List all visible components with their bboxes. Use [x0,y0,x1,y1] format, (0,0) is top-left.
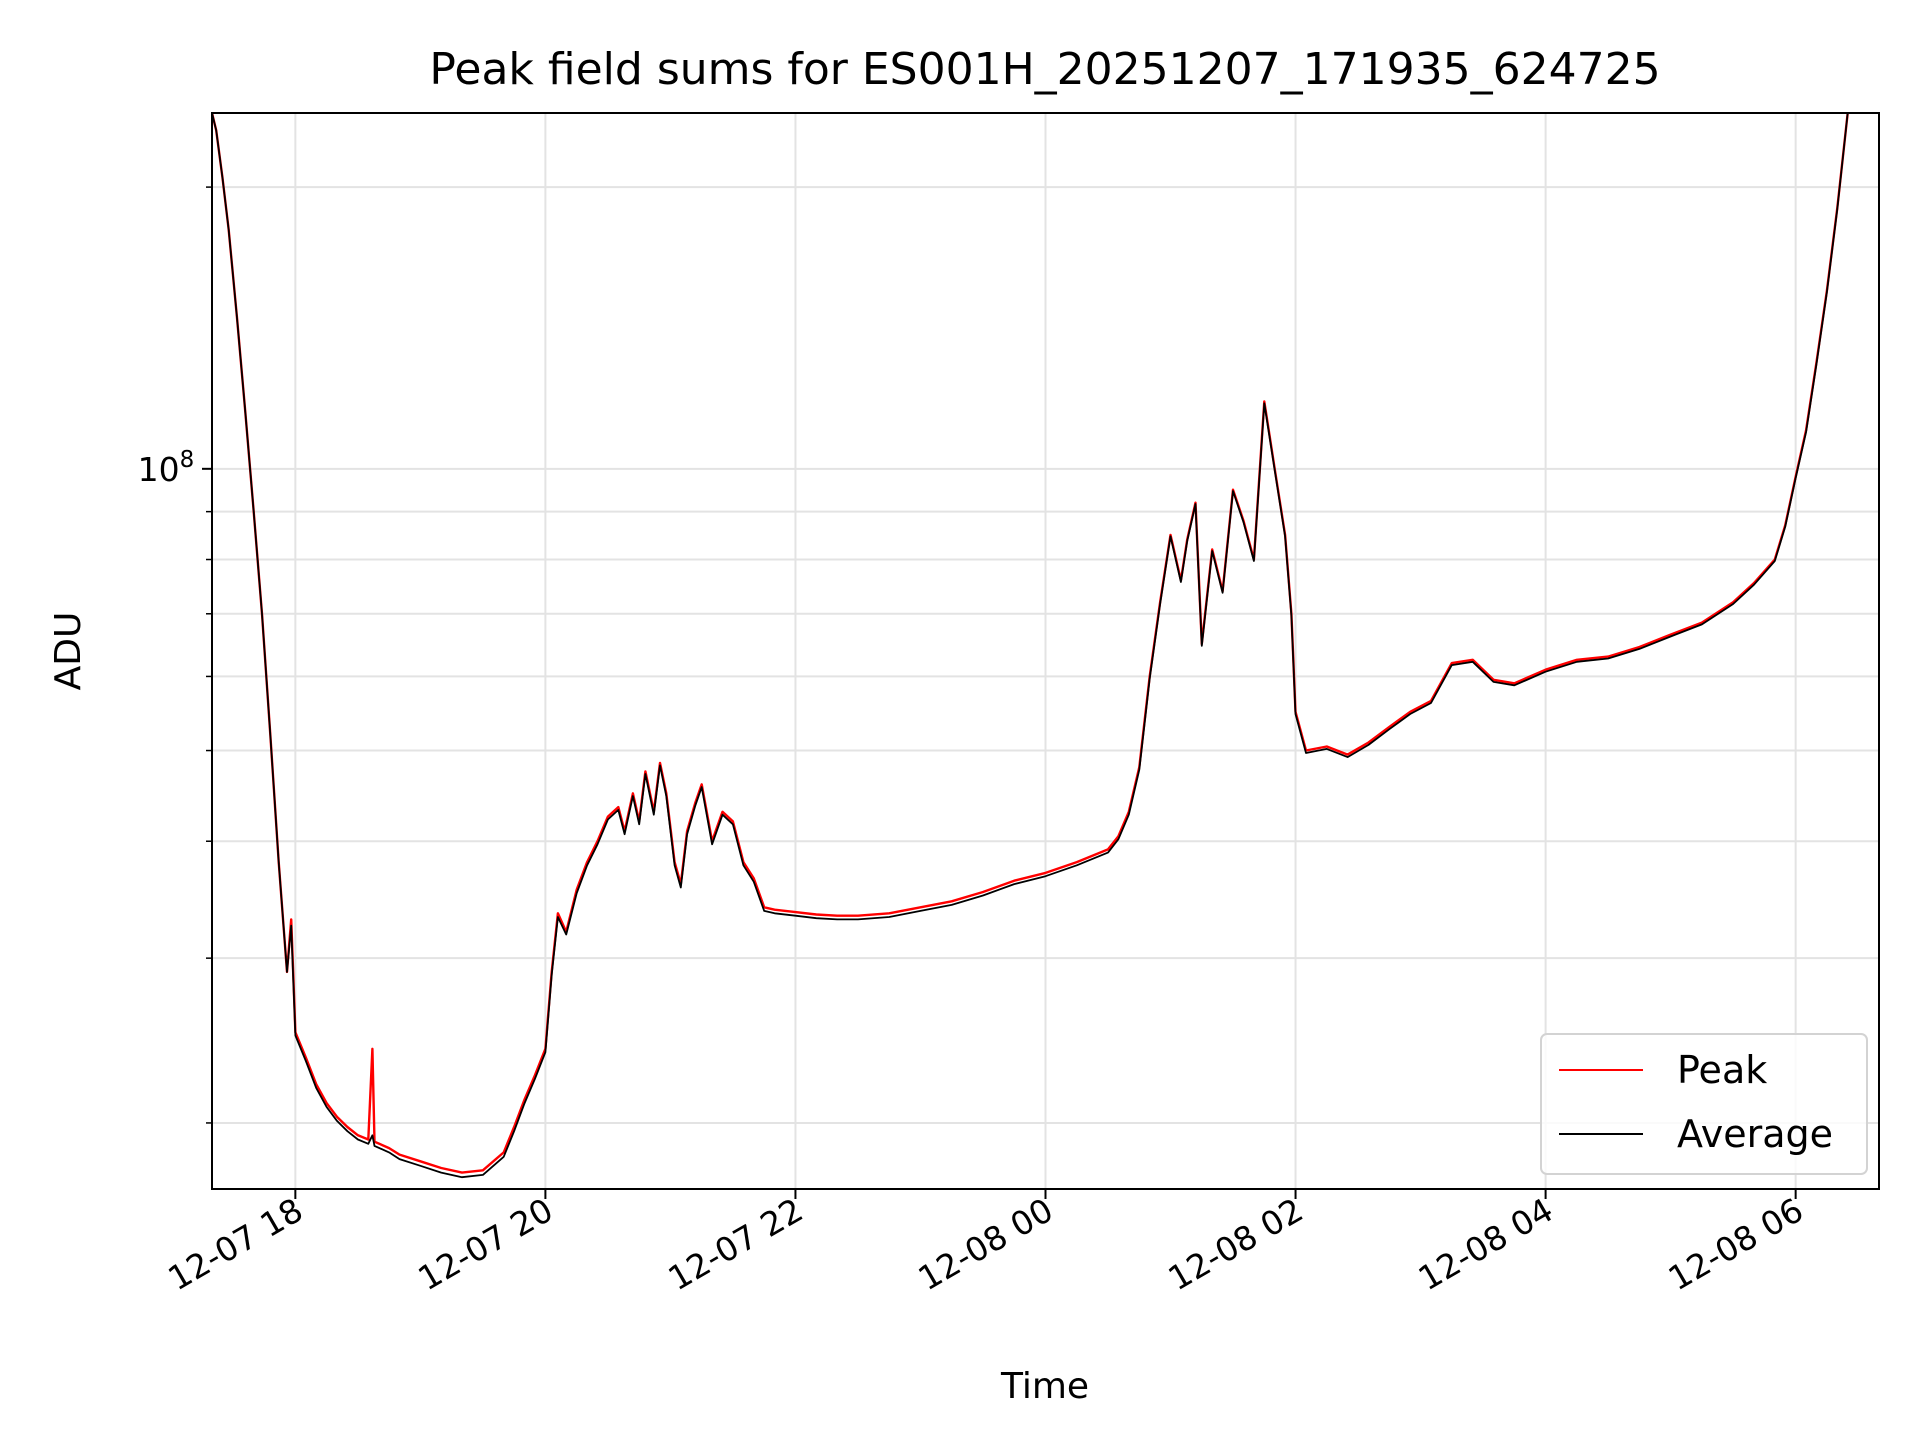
grid [212,113,1879,1189]
legend-label: Average [1677,1112,1833,1156]
series-line-peak [212,113,1849,1174]
series-line-average [212,113,1849,1179]
x-axis-label: Time [1000,1366,1089,1407]
chart-title: Peak field sums for ES001H_20251207_1719… [429,44,1660,95]
series-layer [212,113,1849,1179]
y-tick-label: 108 [138,447,195,489]
y-axis-label: ADU [48,612,89,691]
y-axis: 108 [138,186,212,1124]
legend-label: Peak [1677,1048,1767,1092]
legend: Peak Average [1540,1033,1868,1175]
